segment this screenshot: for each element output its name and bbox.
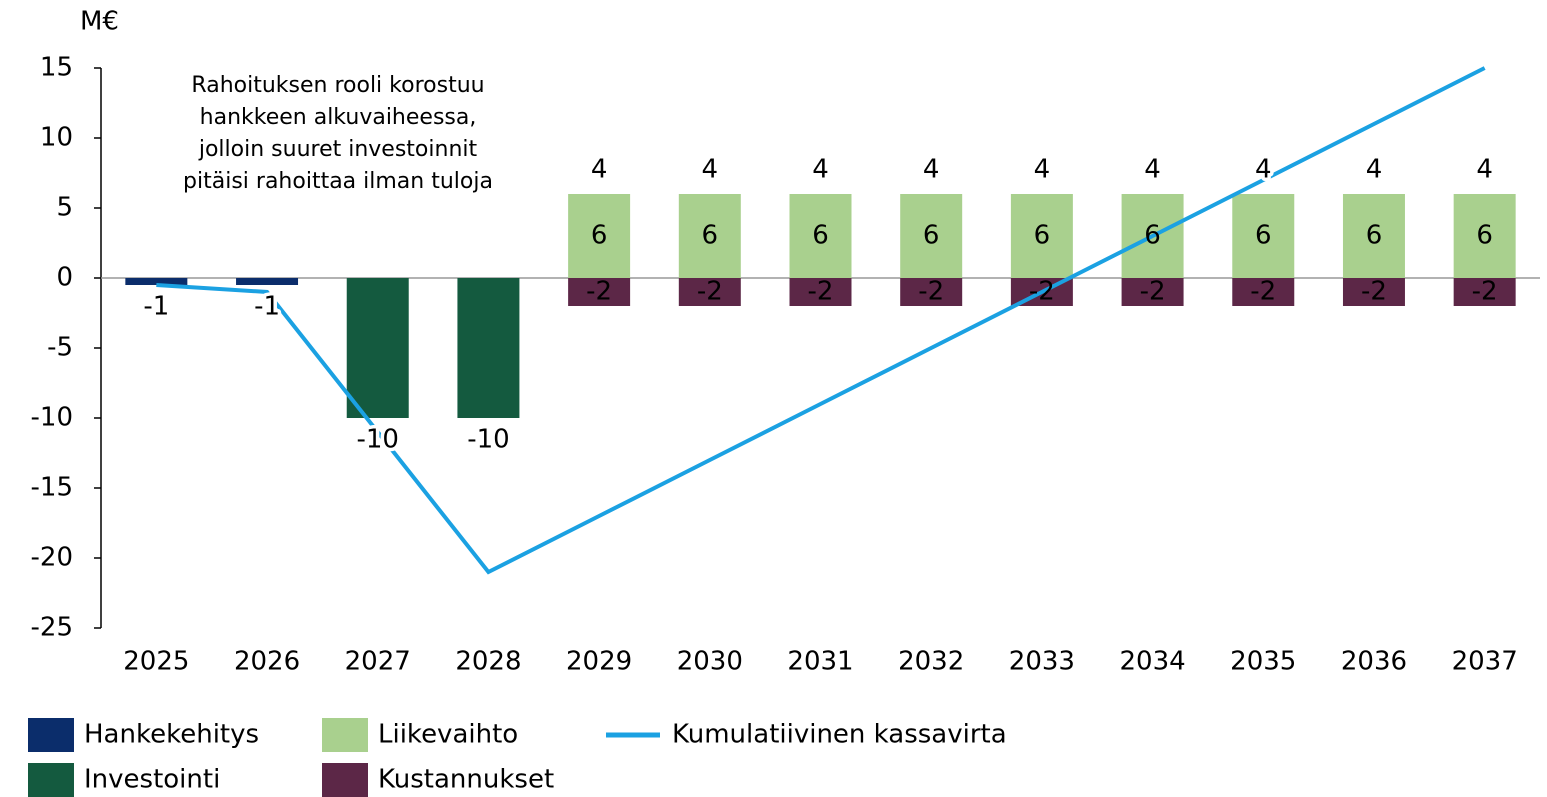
bar-label: 6 [1476,221,1493,251]
bar-label: -2 [1250,277,1276,307]
bar-label: 6 [812,221,829,251]
y-tick-label: 5 [56,193,73,223]
x-tick-label: 2029 [566,647,632,677]
annotation: Rahoituksen rooli korostuu [191,73,484,98]
y-tick-label: 0 [56,263,73,293]
y-tick-label: -15 [31,473,73,503]
legend-label: Kustannukset [378,765,554,795]
y-tick-label: -5 [47,333,73,363]
legend-swatch [28,718,74,752]
bar-label: 6 [1366,221,1383,251]
bar-label: -1 [143,292,169,322]
bar [789,194,852,278]
legend-swatch [322,763,368,797]
bar [125,278,188,285]
bar-label: -2 [808,277,834,307]
bar-label: -2 [697,277,723,307]
total-label: 4 [591,155,608,185]
bar [1121,278,1184,306]
x-tick-label: 2026 [234,647,300,677]
bar [789,278,852,306]
x-tick-label: 2035 [1230,647,1296,677]
bar-label: -2 [1361,277,1387,307]
bar [678,278,741,306]
bar-label: -10 [467,425,509,455]
total-label: 4 [812,155,829,185]
bar [900,194,963,278]
y-unit: M€ [80,7,119,37]
bar [1342,194,1405,278]
legend-label: Liikevaihto [378,720,518,750]
y-tick-label: -10 [31,403,73,433]
total-label: 4 [923,155,940,185]
bar [1453,278,1516,306]
bar [236,278,299,285]
bar-label: -2 [586,277,612,307]
x-tick-label: 2032 [898,647,964,677]
bar [1232,278,1295,306]
bar-label: -10 [356,425,398,455]
total-label: 4 [1476,155,1493,185]
bar [900,278,963,306]
legend-swatch [322,718,368,752]
annotation: jolloin suuret investoinnit [198,137,478,162]
total-label: 4 [702,155,719,185]
bar-label: -2 [918,277,944,307]
legend-label: Kumulatiivinen kassavirta [672,720,1007,750]
bar [346,278,409,418]
total-label: 4 [1366,155,1383,185]
x-tick-label: 2030 [677,647,743,677]
bar-label: 6 [1255,221,1272,251]
bar-label: -2 [1472,277,1498,307]
bar [568,278,631,306]
x-tick-label: 2028 [455,647,521,677]
total-label: 4 [1255,155,1272,185]
bar [1010,194,1073,278]
y-tick-label: 10 [40,123,73,153]
x-tick-label: 2033 [1009,647,1075,677]
bar [568,194,631,278]
x-tick-label: 2031 [787,647,853,677]
x-tick-label: 2034 [1119,647,1185,677]
y-tick-label: 15 [40,53,73,83]
bar [1342,278,1405,306]
legend-label: Investointi [84,765,220,795]
x-tick-label: 2027 [345,647,411,677]
x-tick-label: 2025 [123,647,189,677]
annotation: hankkeen alkuvaiheessa, [200,105,477,130]
x-tick-label: 2037 [1452,647,1518,677]
bar [457,278,520,418]
x-tick-label: 2036 [1341,647,1407,677]
cumulative-line [156,66,1486,575]
legend-swatch [28,763,74,797]
bar [678,194,741,278]
bar-label: 6 [1144,221,1161,251]
bar [1453,194,1516,278]
legend-label: Hankekehitys [84,720,259,750]
total-label: 4 [1144,155,1161,185]
bar-label: 6 [923,221,940,251]
total-label: 4 [1034,155,1051,185]
y-tick-label: -20 [31,543,73,573]
bar-label: -2 [1140,277,1166,307]
bar-label: 6 [702,221,719,251]
bar-label: -1 [254,292,280,322]
bar-label: 6 [591,221,608,251]
y-tick-label: -25 [31,613,73,643]
bar [1232,194,1295,278]
annotation: pitäisi rahoittaa ilman tuloja [183,169,493,194]
bar-label: -2 [1029,277,1055,307]
bar-label: 6 [1034,221,1051,251]
